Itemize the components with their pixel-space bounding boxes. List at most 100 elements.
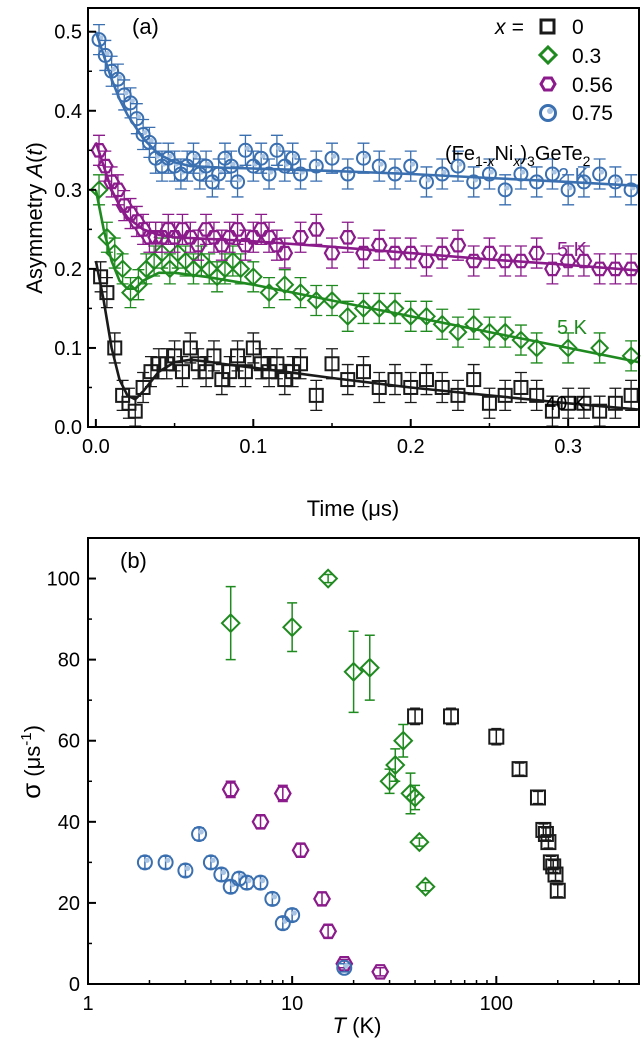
data-point-hexagon [449, 237, 467, 253]
data-point-circle [592, 166, 608, 182]
data-point-circle-highlight [111, 66, 117, 72]
error-bar [270, 134, 283, 166]
error-bar [414, 837, 425, 847]
panel-a-axis-ticks: 0.0 0.1 0.2 0.3 0.0 0.1 0.2 0.3 0.4 0.5 [54, 22, 582, 458]
error-bar [357, 292, 370, 325]
error-bar [373, 292, 386, 325]
error-bar [207, 221, 220, 253]
error-bar [263, 221, 276, 253]
legend: x = 0 0.3 0.56 0.75 [494, 16, 613, 125]
data-point-hexagon [544, 261, 561, 277]
data-point-hexagon [134, 222, 152, 237]
data-point-circle-highlight [165, 857, 171, 863]
data-point-hexagon [244, 230, 262, 245]
error-bar [316, 892, 327, 906]
data-point-circle [277, 158, 293, 174]
data-point-circle [222, 878, 239, 895]
data-point-circle-highlight [237, 177, 242, 183]
data-point-square [450, 387, 466, 403]
data-point-circle [230, 174, 246, 190]
data-point-circle-highlight [378, 161, 384, 167]
data-point-circle-highlight [192, 153, 198, 159]
data-point-square [214, 372, 230, 388]
legend-marker-diamond [537, 44, 559, 66]
data-point-circle-highlight [410, 161, 416, 167]
data-point-circle-highlight [205, 161, 211, 167]
data-point-square [107, 340, 123, 356]
data-point-diamond [89, 180, 109, 200]
error-bar [357, 142, 370, 174]
data-point-circle [336, 959, 353, 976]
panel-a-label: (a) [132, 14, 159, 39]
fit-curve-3 [94, 31, 640, 188]
data-point-circle [293, 166, 309, 182]
data-point-hexagon [292, 230, 309, 245]
data-point-diamond [527, 338, 547, 358]
data-point-square [529, 387, 545, 403]
x-tick-label: 0.2 [397, 436, 425, 458]
data-point-circle-highlight [148, 137, 154, 143]
error-bar [420, 166, 433, 198]
data-point-square [253, 356, 269, 372]
data-point-hexagon [115, 198, 133, 213]
data-point-circle-highlight [343, 963, 350, 969]
data-point-diamond [479, 322, 499, 342]
data-point-diamond [281, 617, 303, 638]
error-bar [532, 790, 543, 805]
data-point-diamond [343, 661, 364, 682]
legend-marker-circle-highlight [547, 108, 553, 114]
data-point-square [293, 356, 309, 372]
data-point-circle-highlight [614, 177, 620, 183]
error-bar [609, 387, 622, 419]
error-bar [546, 253, 559, 285]
data-point-circle-highlight [315, 161, 321, 167]
error-bar [593, 253, 606, 285]
data-point-circle-highlight [583, 177, 589, 183]
error-bar [373, 229, 386, 261]
error-bar [552, 883, 563, 898]
error-bar [225, 780, 236, 799]
error-bar [326, 348, 339, 380]
error-bar [277, 784, 288, 803]
error-bar [310, 284, 323, 317]
x-tick-label: 0.3 [554, 436, 582, 458]
error-bar [373, 371, 386, 404]
error-bar [530, 379, 543, 412]
y-tick-label: 0.4 [54, 101, 82, 123]
data-point-square [540, 834, 557, 851]
data-point-square [182, 340, 198, 356]
data-point-circle [607, 174, 623, 190]
data-point-square [542, 854, 559, 871]
data-point-circle-highlight [198, 829, 204, 835]
data-point-hexagon [465, 253, 483, 269]
fit-curve-0 [94, 260, 640, 411]
data-point-hexagon [251, 813, 270, 830]
legend-label-056: 0.56 [572, 74, 613, 97]
data-point-circle [185, 150, 201, 166]
error-bar [514, 158, 527, 190]
data-point-circle [191, 825, 208, 842]
data-point-circle [560, 182, 576, 198]
error-bar [530, 332, 543, 364]
data-point-square [237, 364, 253, 380]
y-tick-label: 0.0 [54, 417, 82, 439]
error-bar [483, 237, 496, 269]
data-point-hexagon [229, 222, 246, 237]
panel-b-axis-ticks: 1 10 100 0 20 40 60 80 100 [47, 569, 620, 1015]
error-bar [247, 150, 260, 182]
legend-label-03: 0.3 [572, 45, 601, 68]
data-point-circle [261, 166, 277, 182]
data-point-circle-highlight [567, 185, 573, 191]
data-point-circle [177, 862, 194, 879]
data-point-hexagon [237, 237, 254, 253]
data-point-diamond [322, 290, 342, 311]
panel-b: 1 10 100 0 20 40 60 80 100 (b) T (K) σ (μs-1) [16, 537, 640, 1038]
data-point-circle-highlight [220, 869, 227, 876]
data-point-circle [245, 158, 261, 174]
error-bar [483, 158, 496, 190]
x-tick-label: 100 [480, 993, 513, 1015]
data-point-circle-highlight [98, 35, 104, 41]
data-point-circle [450, 158, 466, 174]
data-point-square [623, 387, 639, 403]
data-point-circle-highlight [167, 153, 173, 159]
